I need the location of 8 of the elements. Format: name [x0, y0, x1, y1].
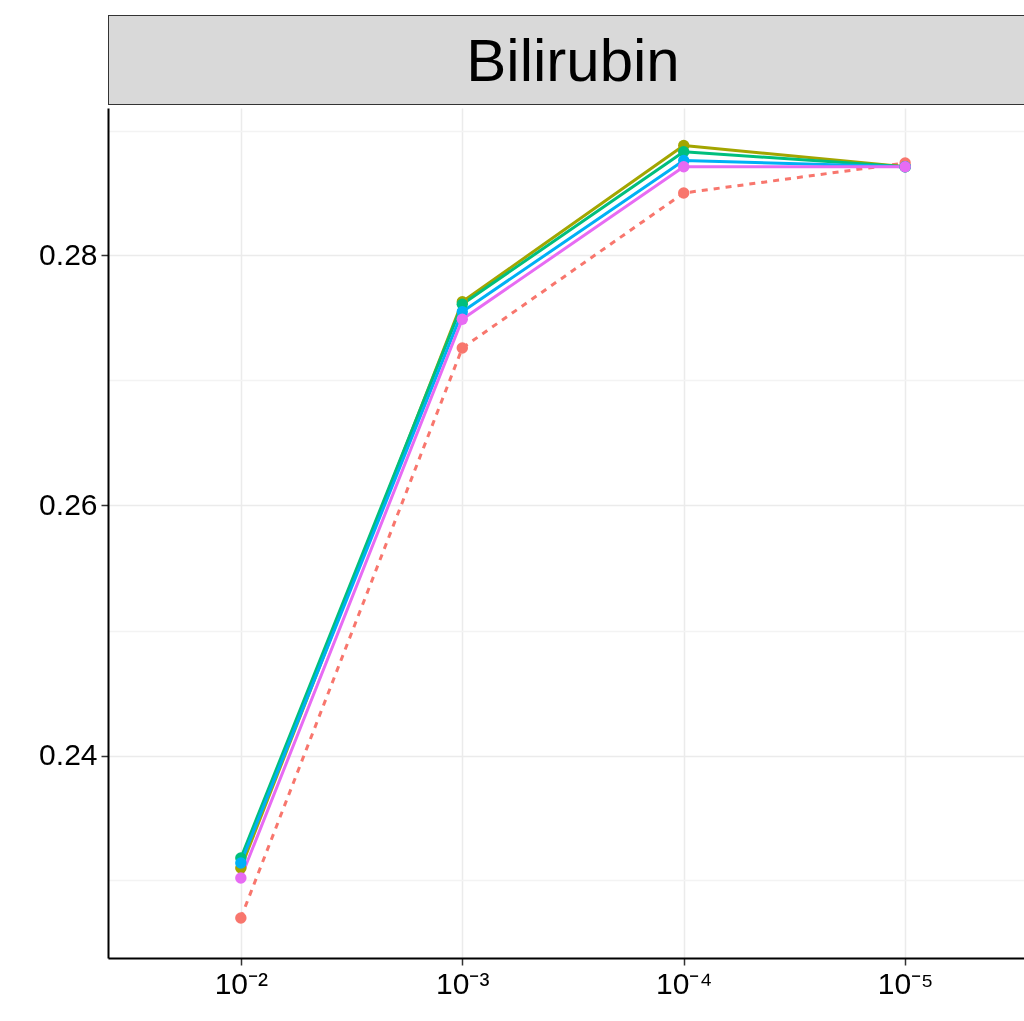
- x-tick-label: 10⁻³: [436, 966, 490, 1000]
- y-tick-label: 0.28: [39, 238, 98, 271]
- chart-title: Bilirubin: [108, 15, 1024, 105]
- x-tick-label: 10⁻²: [214, 966, 269, 1000]
- x-tick-label: 10⁻⁴: [656, 966, 713, 1000]
- y-tick-label: 0.24: [39, 738, 98, 771]
- y-tick-label: 0.26: [39, 488, 98, 521]
- x-tick-label: 10⁻⁵: [877, 966, 934, 1000]
